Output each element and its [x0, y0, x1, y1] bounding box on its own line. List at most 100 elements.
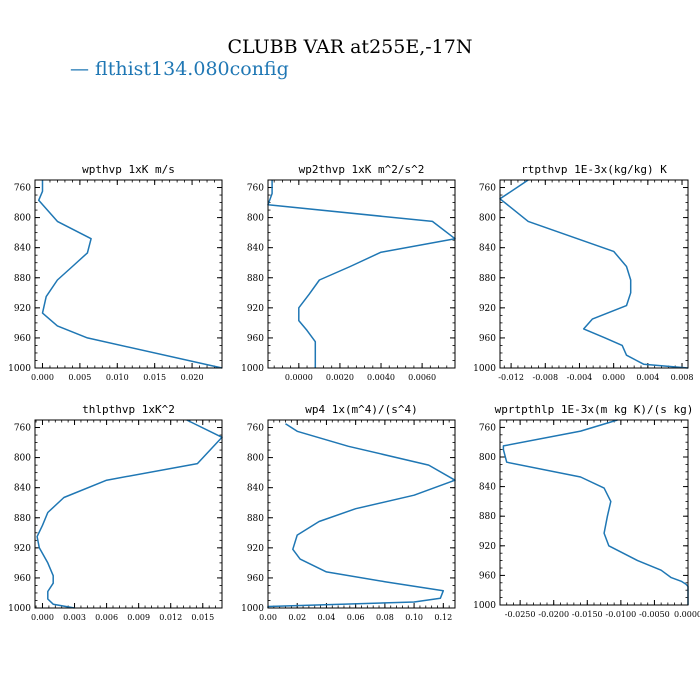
y-tick-label: 760 [14, 184, 31, 194]
series-line [267, 423, 456, 608]
y-tick-label: 800 [14, 214, 31, 224]
y-tick-label: 1000 [473, 601, 496, 611]
figure-title: CLUBB VAR at255E,-17N [227, 36, 473, 58]
y-tick-label: 920 [247, 544, 264, 554]
y-tick-label: 800 [479, 214, 496, 224]
x-tick-label: -0.0200 [538, 610, 569, 619]
y-tick-label: 960 [247, 334, 264, 344]
x-tick-label: 0.006 [95, 613, 118, 622]
series-line [499, 179, 689, 369]
x-tick-label: 0.0000 [285, 373, 313, 382]
x-tick-label: -0.0150 [572, 610, 603, 619]
y-tick-label: 920 [479, 304, 496, 314]
x-tick-label: 0.005 [68, 373, 91, 382]
x-tick-label: -0.0250 [505, 610, 536, 619]
y-tick-label: 840 [247, 484, 264, 494]
y-tick-label: 760 [14, 424, 31, 434]
series-line [267, 180, 456, 368]
y-tick-label: 840 [14, 244, 31, 254]
x-tick-label: 0.010 [106, 373, 129, 382]
x-tick-label: 0.00 [259, 613, 277, 622]
y-tick-label: 760 [479, 184, 496, 194]
y-tick-label: 800 [247, 454, 264, 464]
y-tick-label: 960 [14, 574, 31, 584]
x-tick-label: 0.0060 [408, 373, 436, 382]
y-tick-label: 920 [479, 542, 496, 552]
x-tick-label: 0.004 [636, 373, 659, 382]
x-tick-label: 0.000 [31, 373, 54, 382]
y-tick-label: 800 [479, 453, 496, 463]
panel-5: wp4 1x(m^4)/(s^4) 0.00 0.02 0.04 0.06 0.08 0.1… [241, 403, 456, 622]
y-tick-label: 840 [479, 244, 496, 254]
legend-entry: — flthist134.080config [70, 58, 289, 80]
x-tick-label: 0.012 [159, 613, 182, 622]
x-tick-label: -0.012 [498, 373, 524, 382]
y-tick-label: 840 [14, 484, 31, 494]
panel-4: thlpthvp 1xK^2 0.000 0.003 0.006 0.009 0.012 0… [8, 403, 223, 622]
x-tick-label: 0.0000 [674, 610, 700, 619]
x-tick-label: 0.008 [671, 373, 694, 382]
y-tick-label: 960 [247, 574, 264, 584]
y-tick-label: 840 [479, 483, 496, 493]
x-tick-label: -0.0050 [639, 610, 670, 619]
panel-2: wp2thvp 1xK m^2/s^2 0.0000 0.0020 0.0040 0.0… [241, 163, 456, 382]
x-tick-label: 0.015 [143, 373, 166, 382]
y-tick-label: 1000 [473, 364, 496, 374]
y-tick-label: 1000 [241, 604, 264, 614]
plot-frame [499, 179, 689, 369]
x-tick-label: 0.015 [191, 613, 214, 622]
panel-title: wprtpthlp 1E-3x(m kg K)/(s kg) [495, 403, 694, 416]
y-tick-label: 880 [479, 274, 496, 284]
x-tick-label: 0.08 [376, 613, 394, 622]
y-tick-label: 840 [247, 244, 264, 254]
y-tick-label: 920 [14, 304, 31, 314]
y-tick-label: 1000 [8, 604, 31, 614]
panel-6: wprtpthlp 1E-3x(m kg K)/(s kg)-0.0250 -0.… [473, 403, 700, 619]
plot-frame [499, 419, 689, 606]
y-tick-label: 920 [247, 304, 264, 314]
panel-title: wp2thvp 1xK m^2/s^2 [299, 163, 425, 176]
x-tick-label: 0.10 [405, 613, 423, 622]
y-tick-label: 800 [14, 454, 31, 464]
y-tick-label: 1000 [8, 364, 31, 374]
y-tick-label: 920 [14, 544, 31, 554]
x-tick-label: 0.0020 [326, 373, 354, 382]
panel-title: wp4 1x(m^4)/(s^4) [305, 403, 418, 416]
plot-frame [267, 179, 456, 369]
plot-frame [34, 419, 223, 609]
x-tick-label: -0.008 [532, 373, 558, 382]
x-tick-label: 0.000 [31, 613, 54, 622]
x-tick-label: 0.009 [127, 613, 150, 622]
y-tick-label: 960 [479, 571, 496, 581]
y-tick-label: 880 [479, 512, 496, 522]
y-tick-label: 760 [247, 424, 264, 434]
y-tick-label: 800 [247, 214, 264, 224]
panel-1: wpthvp 1xK m/s 0.000 0.005 0.010 0.015 0.020 7… [8, 163, 223, 382]
y-tick-label: 760 [247, 184, 264, 194]
panel-title: rtpthvp 1E-3x(kg/kg) K [521, 163, 667, 176]
x-tick-label: -0.0100 [606, 610, 637, 619]
x-tick-label: 0.04 [318, 613, 336, 622]
x-tick-label: 0.000 [602, 373, 625, 382]
y-tick-label: 880 [14, 514, 31, 524]
x-tick-label: 0.06 [347, 613, 365, 622]
y-tick-label: 960 [479, 334, 496, 344]
panel-title: thlpthvp 1xK^2 [82, 403, 175, 416]
y-tick-label: 880 [247, 514, 264, 524]
plot-frame [267, 419, 456, 609]
series-line [37, 180, 223, 369]
y-tick-label: 880 [14, 274, 31, 284]
plot-frame [34, 179, 223, 369]
series-line [36, 419, 223, 609]
y-tick-label: 1000 [241, 364, 264, 374]
panel-3: rtpthvp 1E-3x(kg/kg) K -0.012 -0.008 -0.004… [473, 163, 693, 382]
y-tick-label: 880 [247, 274, 264, 284]
panel-title: wpthvp 1xK m/s [82, 163, 175, 176]
y-tick-label: 760 [479, 423, 496, 433]
x-tick-label: 0.12 [434, 613, 452, 622]
series-line [502, 419, 689, 605]
x-tick-label: 0.0040 [367, 373, 395, 382]
x-tick-label: 0.02 [288, 613, 306, 622]
x-tick-label: -0.004 [567, 373, 593, 382]
